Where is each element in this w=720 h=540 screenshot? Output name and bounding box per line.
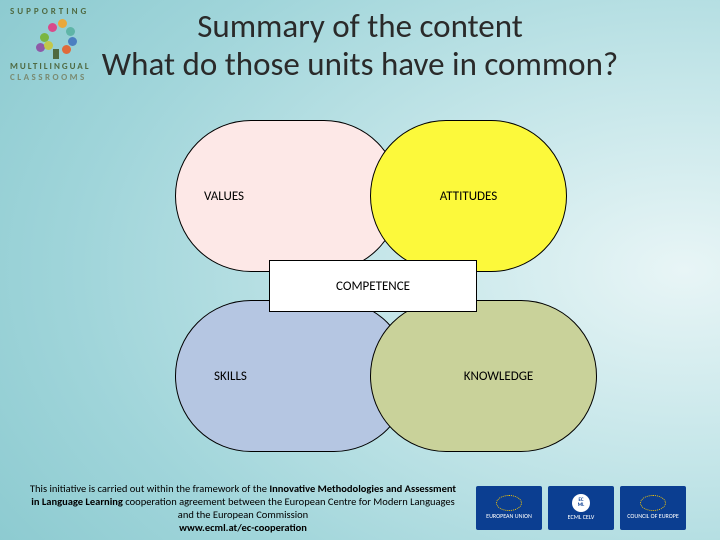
title-line-1: Summary of the content	[0, 8, 720, 46]
eu-logo: EUROPEAN UNION	[476, 486, 542, 530]
competence-diagram: VALUES ATTITUDES SKILLS KNOWLEDGE COMPET…	[175, 120, 565, 450]
footer: This initiative is carried out within th…	[0, 482, 720, 535]
capsule-label: ATTITUDES	[440, 189, 498, 204]
footer-logos: EUROPEAN UNION ECML ECML CELV COUNCIL OF…	[476, 486, 686, 530]
footer-url: www.ecml.at/ec-cooperation	[179, 521, 307, 534]
title-line-2: What do those units have in common?	[0, 46, 720, 84]
capsule-knowledge: KNOWLEDGE	[370, 300, 597, 452]
ecml-logo: ECML ECML CELV	[548, 486, 614, 530]
capsule-label: VALUES	[204, 189, 244, 204]
footer-fragment: This initiative is carried out within th…	[30, 482, 269, 495]
capsule-attitudes: ATTITUDES	[370, 120, 567, 272]
center-label: COMPETENCE	[336, 279, 410, 294]
ecml-ring-icon: ECML	[572, 494, 590, 512]
coe-logo: COUNCIL OF EUROPE	[620, 486, 686, 530]
capsule-label: KNOWLEDGE	[464, 369, 534, 384]
logo-label: ECML CELV	[568, 514, 595, 521]
slide: SUPPORTING MULTILINGUAL CLASSROOMS Summa…	[0, 0, 720, 540]
logo-label: EUROPEAN UNION	[486, 513, 532, 520]
center-competence-box: COMPETENCE	[269, 260, 477, 312]
eu-stars-icon	[496, 495, 522, 511]
coe-stars-icon	[640, 495, 666, 511]
capsule-label: SKILLS	[214, 369, 247, 384]
page-title: Summary of the content What do those uni…	[0, 8, 720, 84]
logo-label: COUNCIL OF EUROPE	[627, 513, 679, 520]
footer-fragment: cooperation agreement between the Europe…	[123, 495, 455, 521]
footer-text: This initiative is carried out within th…	[0, 482, 476, 535]
capsule-values: VALUES	[175, 120, 400, 272]
